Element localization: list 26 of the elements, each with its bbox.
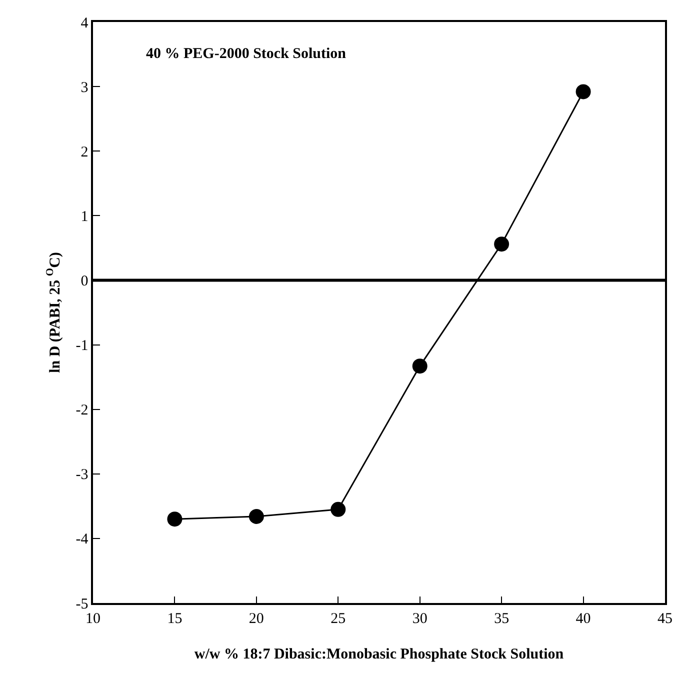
x-tick-label: 30 — [412, 610, 428, 627]
y-tick-label: 1 — [80, 208, 88, 225]
point — [576, 84, 591, 100]
y-tick-label: -5 — [76, 596, 88, 612]
y-tick-label: -3 — [76, 467, 88, 484]
y-tick-label: 0 — [80, 273, 88, 290]
x-axis-title: w/w % 18:7 Dibasic:Monobasic Phosphate Stock Solution — [194, 646, 564, 662]
x-tick-label: 35 — [494, 610, 510, 627]
x-tick-label: 10 — [86, 610, 100, 627]
point — [330, 502, 346, 517]
point — [248, 509, 264, 524]
y-tick-label: 4 — [80, 15, 89, 32]
point — [412, 358, 428, 374]
x-tick-label: 25 — [330, 610, 346, 627]
y-tick-label: 3 — [80, 80, 88, 96]
y-tick-label: -1 — [76, 338, 88, 354]
x-tick-label: 45 — [658, 610, 672, 627]
x-tick-label: 15 — [167, 610, 182, 627]
annotation: 40 % PEG-2000 Stock Solution — [146, 46, 347, 62]
x-tick-label: 20 — [248, 610, 264, 627]
y-tick-label: -2 — [76, 402, 88, 419]
point — [167, 512, 182, 527]
point — [494, 236, 510, 252]
y-tick-label: 2 — [80, 144, 88, 160]
x-tick-label: 40 — [576, 610, 591, 627]
y-tick-label: -4 — [76, 532, 89, 548]
